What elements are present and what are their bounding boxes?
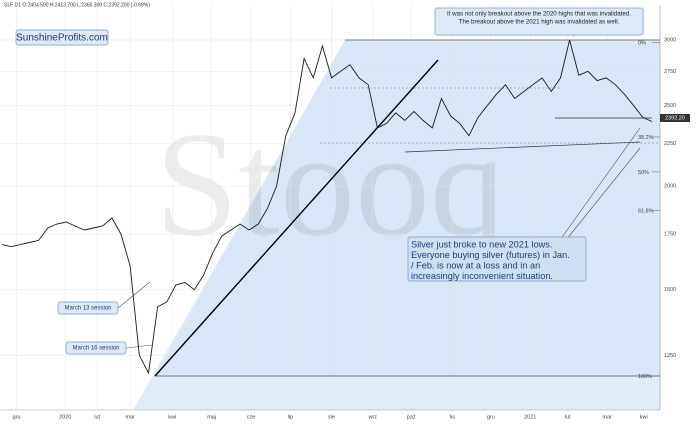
- price-box: [660, 114, 690, 122]
- y-tick-label: 1250: [664, 353, 676, 359]
- arrow: [117, 281, 151, 309]
- annotation-box: [434, 7, 644, 36]
- annotation: It was not only breakout above the 2020 …: [447, 11, 631, 18]
- annotation: Everyone buying silver (futures) in Jan.: [411, 250, 570, 260]
- arrow: [559, 127, 641, 241]
- x-tick-label: wrz: [367, 414, 377, 420]
- y-tick-label: 2000: [664, 183, 676, 189]
- annotation: increasingly inconvenient situation.: [411, 271, 553, 281]
- grid: [0, 5, 660, 410]
- annotation: Silver just broke to new 2021 lows.: [411, 239, 552, 249]
- y-tick-label: 1500: [664, 287, 676, 293]
- y-tick-label: 1750: [664, 232, 676, 238]
- fib-label: 0%: [638, 40, 646, 46]
- x-tick-label: lip: [288, 414, 294, 420]
- x-tick-label: gru: [487, 414, 495, 420]
- x-tick-label: paź: [407, 414, 416, 420]
- fib-label: 50%: [638, 170, 649, 176]
- annotation-box: [57, 301, 119, 315]
- x-tick-label: mar: [125, 414, 135, 420]
- x-tick-label: 2020: [59, 414, 71, 420]
- annotation: March 13 session: [64, 306, 111, 312]
- x-tick-label: kwi: [168, 414, 176, 420]
- brand-box: [15, 29, 109, 46]
- y-tick-label: 2500: [664, 103, 676, 109]
- x-tick-label: gru: [13, 414, 21, 420]
- x-tick-label: maj: [207, 414, 216, 420]
- annotation-box: [407, 236, 587, 282]
- support-line: [404, 141, 641, 153]
- arrow: [125, 344, 153, 349]
- brand: SunshineProfits.com: [16, 33, 108, 44]
- fib-label: 38.2%: [638, 135, 654, 141]
- fib-label: 100%: [638, 374, 652, 380]
- x-tick-label: cze: [247, 414, 256, 420]
- x-tick-label: kwi: [640, 414, 648, 420]
- price-line: [1, 39, 653, 375]
- annotation-box: [65, 341, 127, 355]
- x-tick-label: 2021: [524, 414, 536, 420]
- arrow: [565, 147, 641, 241]
- y-tick-label: 3000: [664, 37, 676, 43]
- header: SI.F D1 O:2404.500 H:2413.700 L:2360.300…: [4, 2, 150, 8]
- fib-label: 61.8%: [638, 209, 654, 215]
- shaded-region: [155, 40, 660, 376]
- annotation: The breakout above the 2021 high was inv…: [459, 19, 620, 26]
- x-tick-label: lis: [450, 414, 455, 420]
- x-tick-label: mar: [602, 414, 612, 420]
- y-tick-label: 2250: [664, 141, 676, 147]
- x-tick-label: lut: [565, 414, 571, 420]
- x-tick-label: lut: [94, 414, 100, 420]
- x-tick-label: sie: [328, 414, 335, 420]
- last-price: 2392.20: [665, 115, 685, 121]
- y-tick-label: 2750: [664, 69, 676, 75]
- annotation: / Feb. is now at a loss and in an: [411, 260, 540, 270]
- annotation: March 16 session: [72, 346, 119, 352]
- trend-line: [154, 59, 439, 377]
